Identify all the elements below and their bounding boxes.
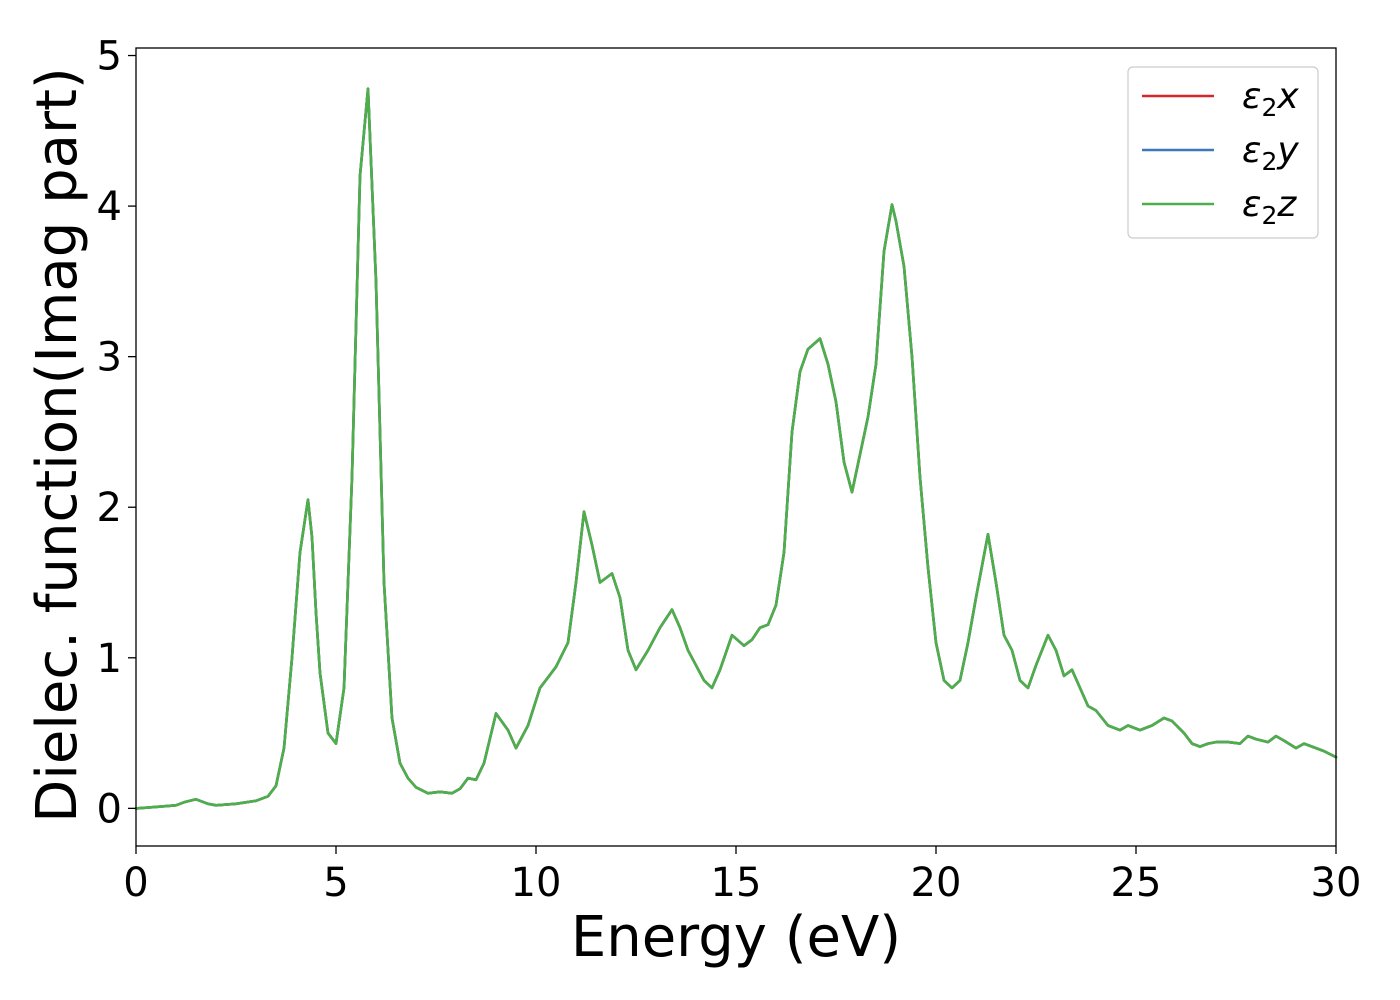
legend-subscript: 2	[1261, 201, 1277, 230]
series-line-z	[134, 87, 1338, 810]
x-tick-label: 30	[1311, 860, 1362, 906]
legend-variable: x	[1276, 76, 1299, 117]
legend-subscript: 2	[1261, 93, 1277, 122]
x-tick-label: 25	[1111, 860, 1162, 906]
y-axis-label: Dielec. function(Imag part)	[25, 67, 90, 823]
y-tick-label: 2	[97, 485, 122, 531]
x-tick-label: 15	[711, 860, 762, 906]
legend-symbol: ε	[1242, 76, 1261, 117]
legend-symbol: ε	[1242, 184, 1261, 225]
x-axis-ticks: 0 5 10 15 20 25 30	[123, 846, 1361, 906]
legend-label-z: ε2z	[1242, 184, 1297, 230]
y-tick-label: 0	[97, 786, 122, 832]
legend-subscript: 2	[1261, 147, 1277, 176]
y-tick-label: 1	[97, 636, 122, 682]
series-layer	[134, 87, 1338, 810]
y-tick-label: 4	[97, 184, 122, 230]
y-tick-label: 3	[97, 335, 122, 381]
legend-box	[1127, 66, 1319, 239]
legend-variable: z	[1276, 184, 1297, 225]
legend-label-x: ε2x	[1242, 76, 1299, 122]
y-tick-label: 5	[97, 34, 122, 80]
legend-variable: y	[1276, 130, 1299, 171]
x-tick-label: 20	[911, 860, 962, 906]
y-axis-ticks: 0 1 2 3 4 5	[97, 34, 136, 832]
x-tick-label: 0	[123, 860, 148, 906]
x-tick-label: 5	[323, 860, 348, 906]
legend-label-y: ε2y	[1242, 130, 1299, 176]
x-axis-label: Energy (eV)	[571, 905, 901, 970]
x-tick-label: 10	[511, 860, 562, 906]
legend-symbol: ε	[1242, 130, 1261, 171]
